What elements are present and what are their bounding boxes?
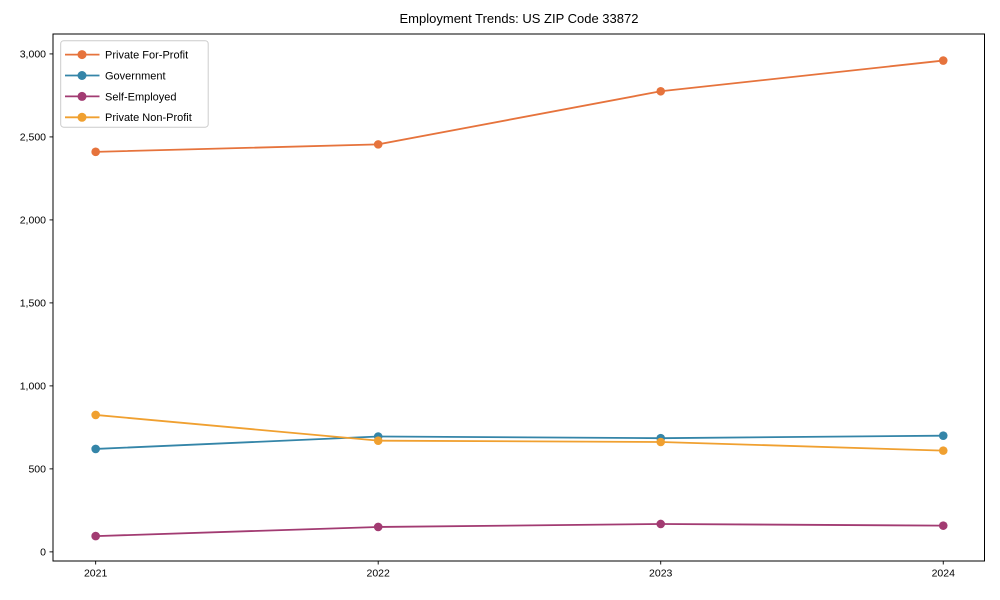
- data-point-marker: [91, 444, 100, 454]
- data-point-marker: [938, 431, 948, 440]
- chart-title: Employment Trends: US ZIP Code 33872: [400, 11, 639, 26]
- data-point-marker: [373, 436, 383, 445]
- legend-item-private-non-profit: Private Non-Profit: [65, 112, 192, 124]
- legend-marker: [77, 50, 87, 60]
- legend-item-private-for-profit: Private For-Profit: [65, 50, 188, 62]
- x-tick-label: 2023: [649, 568, 673, 580]
- legend-marker: [77, 71, 87, 80]
- data-point-marker: [938, 446, 948, 455]
- data-point-marker: [91, 531, 100, 541]
- legend-marker: [77, 112, 87, 122]
- data-point-marker: [373, 522, 383, 532]
- series-line: [95, 523, 944, 538]
- y-tick-label: 1,000: [20, 380, 46, 392]
- data-point-marker: [656, 86, 666, 96]
- series-government: [91, 431, 948, 454]
- series-self-employed: [91, 519, 948, 541]
- y-tick-label: 3,000: [20, 49, 46, 61]
- y-tick-label: 2,000: [20, 215, 46, 227]
- legend-box: [60, 40, 209, 128]
- y-tick-label: 500: [28, 463, 46, 475]
- series-line: [95, 434, 944, 450]
- series-private-non-profit: [91, 410, 948, 455]
- data-point-marker: [91, 410, 100, 420]
- plot-frame: [52, 33, 985, 562]
- legend-label: Self-Employed: [105, 91, 177, 103]
- y-tick-label: 1,500: [20, 297, 46, 309]
- data-point-marker: [938, 521, 948, 530]
- series-line: [95, 59, 944, 153]
- legend-item-self-employed: Self-Employed: [65, 91, 177, 103]
- legend-label: Private For-Profit: [105, 50, 188, 62]
- data-point-marker: [656, 437, 666, 447]
- x-tick-label: 2022: [367, 568, 391, 580]
- legend-label: Private Non-Profit: [105, 112, 192, 124]
- series-line: [95, 414, 944, 452]
- data-point-marker: [938, 56, 948, 65]
- x-tick-label: 2021: [84, 568, 108, 580]
- axes-layer: 0 500 1,000 1,500 2,000 2,500 3,000 2021 2022 202…: [20, 33, 985, 580]
- y-tick-label: 0: [40, 546, 46, 558]
- y-tick-label: 2,500: [20, 132, 46, 144]
- data-point-marker: [656, 519, 666, 529]
- series-private-for-profit: [91, 56, 948, 157]
- series-layer: [91, 56, 948, 541]
- legend-marker: [77, 91, 87, 101]
- data-point-marker: [91, 147, 100, 157]
- legend: Private For-Profit Government Self-Employe…: [60, 40, 209, 128]
- legend-label: Government: [105, 70, 166, 82]
- legend-item-government: Government: [65, 70, 166, 82]
- data-point-marker: [373, 140, 383, 149]
- x-tick-label: 2024: [932, 568, 956, 580]
